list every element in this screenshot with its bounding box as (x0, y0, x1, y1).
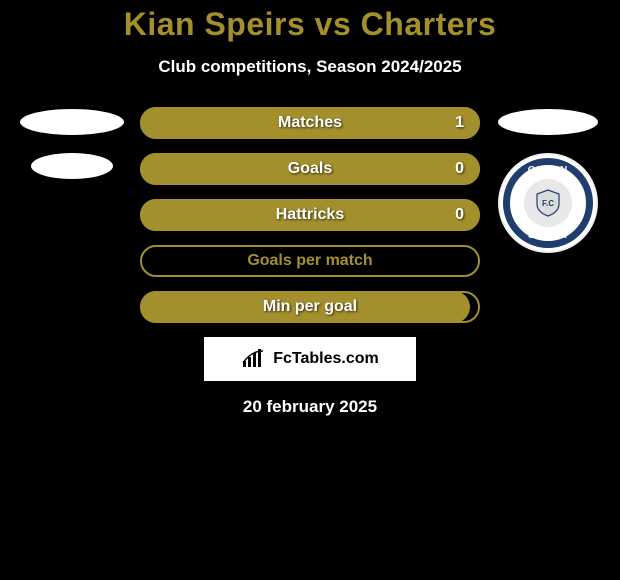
badge-inner-shield: F.C (524, 179, 572, 227)
shield-icon: F.C (533, 188, 563, 218)
bar-hattricks: Hattricks 0 (140, 199, 480, 231)
site-logo-box[interactable]: FcTables.com (204, 337, 416, 381)
bar-matches-label: Matches (140, 107, 480, 139)
badge-text-top: QUEEN (528, 165, 569, 176)
badge-text-left: of (509, 198, 519, 209)
site-name: FcTables.com (273, 350, 379, 368)
left-placeholder-2 (31, 153, 113, 179)
bar-chart-icon (241, 349, 267, 369)
right-player-col: QUEEN SOUTH of the F.C (488, 107, 608, 253)
bar-mpg-label: Min per goal (140, 291, 480, 323)
bar-matches-value: 1 (455, 107, 464, 139)
badge-text-right: the (574, 195, 584, 212)
main-container: Kian Speirs vs Charters Club competition… (0, 0, 620, 417)
svg-text:F.C: F.C (542, 199, 554, 208)
bar-hattricks-label: Hattricks (140, 199, 480, 231)
bar-goals: Goals 0 (140, 153, 480, 185)
left-placeholder-1 (20, 109, 124, 135)
right-placeholder-1 (498, 109, 598, 135)
left-player-col (12, 107, 132, 179)
page-subtitle: Club competitions, Season 2024/2025 (158, 57, 461, 77)
bar-goals-label: Goals (140, 153, 480, 185)
page-title: Kian Speirs vs Charters (124, 6, 497, 43)
bar-goals-per-match: Goals per match (140, 245, 480, 277)
bar-goals-value: 0 (455, 153, 464, 185)
comparison-row: Matches 1 Goals 0 Hattricks 0 Goals per … (0, 107, 620, 323)
club-badge: QUEEN SOUTH of the F.C (498, 153, 598, 253)
stats-bars: Matches 1 Goals 0 Hattricks 0 Goals per … (140, 107, 480, 323)
bar-hattricks-value: 0 (455, 199, 464, 231)
bar-min-per-goal: Min per goal (140, 291, 480, 323)
footer-date: 20 february 2025 (243, 397, 377, 417)
bar-matches: Matches 1 (140, 107, 480, 139)
bar-gpm-label: Goals per match (140, 245, 480, 277)
badge-text-bottom: SOUTH (528, 230, 568, 241)
